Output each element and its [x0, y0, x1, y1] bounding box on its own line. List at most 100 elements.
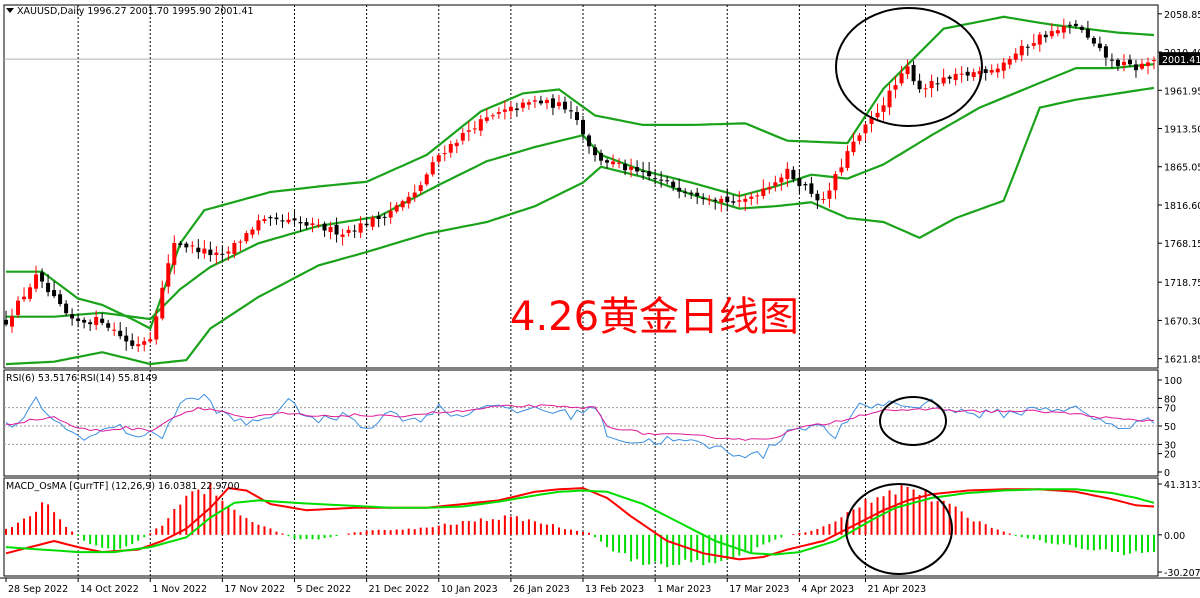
bull-candle [466, 130, 471, 132]
bear-candle [917, 80, 922, 90]
bear-candle [815, 193, 820, 201]
bull-candle [28, 287, 33, 299]
bear-candle [641, 171, 646, 173]
bull-candle [1019, 45, 1024, 56]
x-tick-label: 14 Oct 2022 [80, 584, 139, 595]
bull-candle [1121, 61, 1126, 66]
bull-candle [923, 88, 928, 90]
bull-candle [412, 192, 417, 198]
bear-candle [298, 222, 303, 224]
bear-candle [587, 135, 592, 147]
bear-candle [538, 100, 543, 104]
x-tick-label: 10 Jan 2023 [441, 584, 498, 595]
bear-candle [701, 197, 706, 199]
bull-candle [400, 201, 405, 208]
bear-candle [1109, 59, 1114, 61]
price-tick-label: 1913.50 [1164, 124, 1200, 135]
bull-candle [418, 185, 423, 192]
bull-candle [328, 227, 333, 233]
bull-candle [406, 196, 411, 204]
bear-candle [52, 290, 57, 297]
bull-candle [370, 217, 375, 227]
bull-candle [929, 80, 934, 89]
bull-candle [743, 198, 748, 202]
bull-candle [971, 72, 976, 77]
bear-candle [725, 196, 730, 203]
bull-candle [484, 117, 489, 121]
bear-candle [130, 340, 135, 346]
bear-candle [911, 64, 916, 82]
bear-candle [791, 169, 796, 180]
bull-candle [1139, 63, 1144, 69]
x-tick-label: 28 Sep 2022 [8, 584, 68, 595]
bear-candle [671, 181, 676, 188]
bear-candle [178, 243, 183, 245]
price-tick-label: 1865.05 [1164, 163, 1200, 174]
highlight-ellipse-macd [845, 483, 953, 575]
bear-candle [352, 230, 357, 232]
rsi-panel-frame [3, 369, 1159, 477]
x-tick-label: 1 Nov 2022 [152, 584, 207, 595]
bear-candle [683, 191, 688, 193]
bull-candle [136, 344, 141, 347]
bull-candle [977, 71, 982, 75]
macd-title: MACD_OsMA [CurrTF] (12,26,9) 16.0381 22.… [6, 481, 240, 492]
bull-candle [340, 234, 345, 237]
x-tick-label: 17 Mar 2023 [729, 584, 789, 595]
bear-candle [124, 335, 129, 342]
bear-candle [88, 322, 93, 325]
bull-candle [833, 174, 838, 191]
price-tick-label: 1961.95 [1164, 86, 1200, 97]
bear-candle [713, 199, 718, 201]
bull-candle [226, 251, 231, 254]
rsi14-line [5, 404, 1155, 441]
rsi-tick-label: 20 [1164, 450, 1176, 461]
bull-candle [1049, 31, 1054, 37]
bear-candle [382, 216, 387, 218]
bull-candle [767, 187, 772, 190]
price-tick-label: 2058.85 [1164, 10, 1200, 21]
x-tick-label: 1 Mar 2023 [657, 584, 711, 595]
bull-candle [34, 274, 39, 289]
bear-candle [292, 218, 297, 221]
x-tick-label: 21 Dec 2022 [369, 584, 430, 595]
bear-candle [677, 187, 682, 192]
bear-candle [731, 201, 736, 203]
bull-candle [262, 219, 267, 222]
bear-candle [64, 303, 69, 314]
bear-candle [797, 178, 802, 187]
bull-candle [611, 161, 616, 165]
bear-candle [40, 272, 45, 282]
bear-candle [689, 192, 694, 194]
bear-candle [334, 224, 339, 235]
bear-candle [100, 318, 105, 323]
bull-candle [190, 245, 195, 247]
x-tick-label: 13 Feb 2023 [585, 584, 644, 595]
bear-candle [1091, 37, 1096, 44]
bull-candle [448, 143, 453, 153]
bear-candle [514, 108, 519, 111]
x-tick-label: 4 Apr 2023 [801, 584, 854, 595]
bull-candle [244, 233, 249, 242]
bull-candle [995, 68, 1000, 73]
bull-candle [863, 124, 868, 134]
bull-candle [905, 66, 910, 75]
bull-candle [629, 167, 634, 170]
bull-candle [719, 198, 724, 203]
bollinger-upper-line [6, 15, 1155, 331]
bear-candle [659, 179, 664, 181]
bear-candle [364, 223, 369, 226]
bull-candle [508, 106, 513, 112]
bear-candle [1085, 28, 1090, 38]
bull-candle [1145, 62, 1150, 66]
bull-candle [532, 100, 537, 102]
bear-candle [82, 319, 87, 323]
bull-candle [94, 316, 99, 325]
signal-line [5, 488, 1155, 556]
bull-candle [845, 151, 850, 168]
bull-candle [286, 219, 291, 223]
x-tick-label: 17 Nov 2022 [224, 584, 285, 595]
bear-candle [118, 330, 123, 337]
price-tick-label: 1718.75 [1164, 278, 1200, 289]
bull-candle [346, 229, 351, 233]
